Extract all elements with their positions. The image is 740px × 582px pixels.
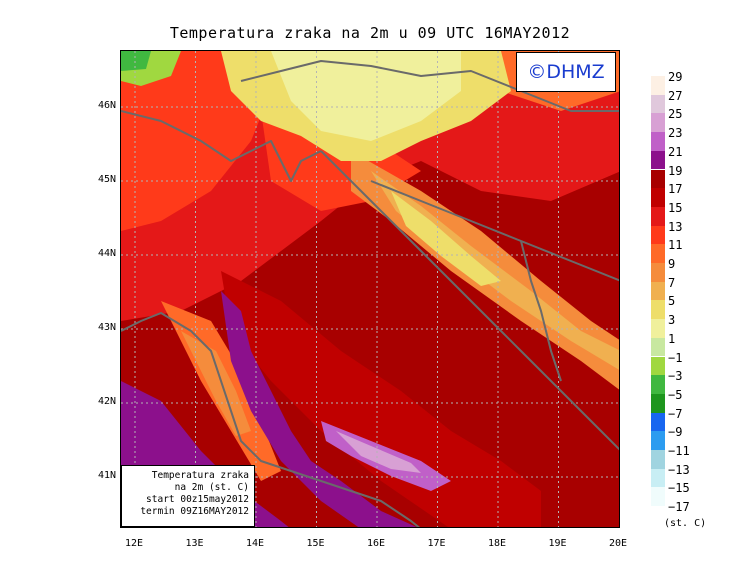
lat-label-45n: 45N [97, 174, 116, 185]
legend-swatch [651, 375, 665, 394]
legend-label: −3 [668, 369, 683, 384]
lat-label-41n: 41N [97, 470, 116, 481]
legend-label: 27 [668, 88, 683, 103]
legend-swatch [651, 412, 665, 432]
legend-label: 25 [668, 107, 683, 122]
border-bosnia [370, 180, 619, 282]
legend-swatch [651, 169, 665, 189]
legend-label: 21 [668, 144, 683, 159]
legend-swatch [651, 76, 665, 95]
legend-label: −13 [668, 462, 690, 477]
legend-label: 29 [668, 70, 683, 84]
legend-label: −5 [668, 387, 683, 402]
border-north [240, 60, 619, 112]
legend-swatch [651, 188, 665, 207]
info-line-2: na 2m (st. C) [174, 482, 249, 493]
field-17-sea [221, 271, 541, 527]
lon-label-20e: 20E [608, 538, 628, 549]
lon-label-18e: 18E [487, 538, 507, 549]
legend-swatch [651, 431, 665, 450]
legend-label: 7 [668, 275, 676, 290]
lon-label-17e: 17E [427, 538, 446, 549]
legend-swatch [651, 450, 665, 469]
legend-label: −15 [668, 481, 690, 496]
info-box: Temperatura zraka na 2m (st. C) start 00… [121, 465, 255, 527]
legend-swatch [651, 132, 665, 151]
legend-label: −17 [668, 500, 690, 515]
lon-label-14e: 14E [245, 538, 265, 549]
legend-swatch [651, 206, 665, 226]
legend-swatch [651, 94, 665, 114]
legend-label: −9 [668, 425, 683, 440]
legend-label: 3 [668, 313, 676, 328]
legend-swatch [651, 468, 665, 488]
legend-label: −1 [668, 350, 683, 365]
lon-label-12e: 12E [124, 538, 144, 549]
coast-north-adriatic [121, 110, 322, 182]
lat-label-46n: 46N [97, 100, 116, 111]
legend-label: 11 [668, 238, 683, 253]
legend-label: 5 [668, 294, 676, 309]
legend-label: 1 [668, 331, 676, 346]
lon-label-15e: 15E [306, 538, 325, 549]
legend-label: 19 [668, 163, 683, 178]
legend-swatch [651, 263, 665, 282]
legend-label: −11 [668, 444, 690, 458]
info-line-4: termin 09Z16MAY2012 [140, 506, 249, 517]
map-title: Temperatura zraka na 2m u 09 UTC 16MAY20… [169, 24, 571, 42]
legend-swatch [651, 393, 665, 413]
lon-label-16e: 16E [366, 538, 386, 549]
legend-swatch [651, 113, 665, 133]
legend-swatch [651, 244, 665, 263]
legend-swatch [651, 337, 665, 357]
legend-label: 9 [668, 257, 676, 271]
lat-label-43n: 43N [97, 322, 116, 333]
border-inland [520, 240, 562, 382]
info-line-1: Temperatura zraka [151, 470, 249, 481]
legend-swatch [651, 150, 665, 170]
legend-swatch [651, 281, 665, 301]
coastlines [121, 60, 619, 527]
legend-swatch [651, 356, 665, 376]
legend-swatch [651, 319, 665, 338]
field-minus3 [121, 51, 151, 71]
legend-swatch [651, 225, 665, 245]
legend-swatch [651, 300, 665, 320]
temperature-map[interactable] [120, 50, 620, 528]
lon-label-19e: 19E [548, 538, 567, 549]
dhmz-logo: ©DHMZ [516, 52, 616, 92]
lat-label-42n: 42N [97, 396, 116, 407]
coast-croatia [320, 150, 619, 451]
lon-label-13e: 13E [185, 538, 204, 549]
legend-label: 17 [668, 182, 683, 197]
legend-swatch [651, 487, 665, 507]
field-25-gargano [336, 431, 421, 473]
legend-label: 23 [668, 126, 683, 141]
coast-italy [121, 312, 421, 527]
temperature-field [121, 51, 619, 527]
field-7-dinaric [371, 171, 619, 370]
info-line-3: start 00z15may2012 [146, 494, 249, 505]
field-9-italy [181, 331, 251, 436]
legend-label: −7 [668, 406, 683, 421]
legend-label: 13 [668, 219, 683, 234]
legend-label: 15 [668, 200, 683, 215]
lat-label-44n: 44N [97, 248, 116, 259]
field-5-dinaric [391, 191, 501, 286]
legend-units: (st. C) [664, 518, 707, 529]
